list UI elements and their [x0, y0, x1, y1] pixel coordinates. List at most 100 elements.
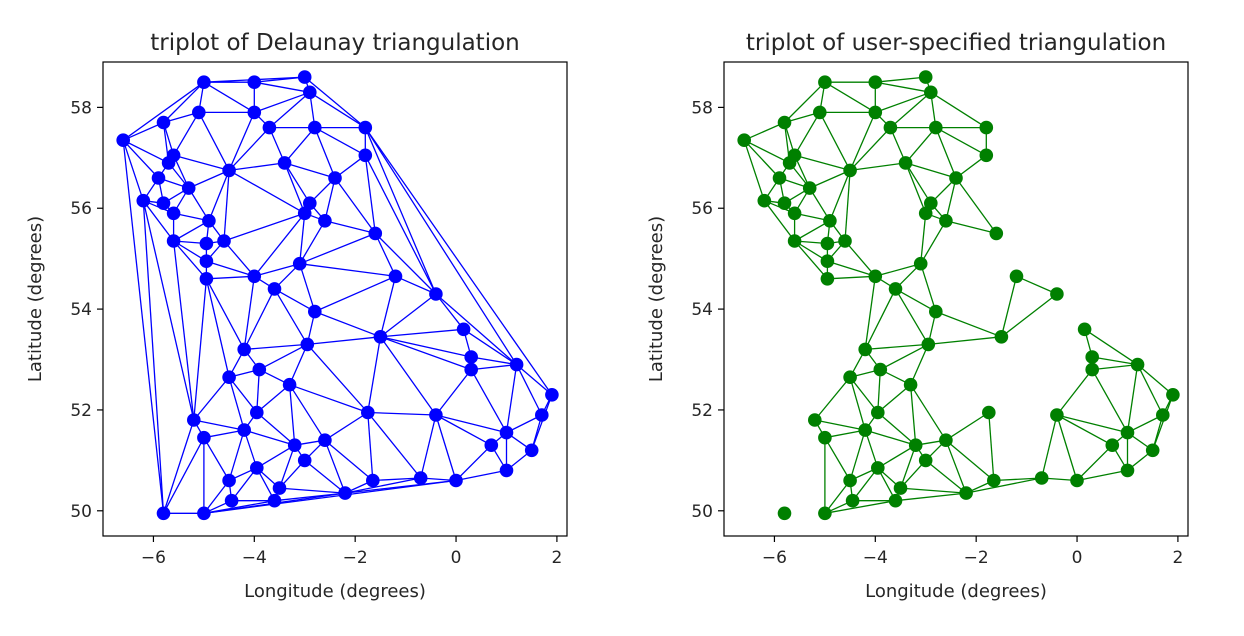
triangle-edge	[889, 91, 932, 129]
data-point	[247, 75, 262, 89]
data-point	[1166, 388, 1180, 402]
data-point	[368, 226, 383, 241]
triangle-edge	[324, 411, 369, 441]
triangle-edge	[455, 469, 507, 482]
triangle-edge	[852, 467, 879, 502]
triangle-edge	[122, 139, 159, 179]
data-point	[1120, 425, 1135, 440]
data-point	[252, 362, 267, 377]
triangle-edge	[899, 444, 917, 489]
data-points	[737, 70, 1180, 521]
triangle-edge	[824, 429, 866, 439]
triangle-edge	[228, 112, 255, 171]
triangle-edge	[268, 91, 311, 129]
triangle-edge	[334, 177, 376, 234]
triangle-edge	[905, 162, 957, 179]
y-tick-label: 56	[70, 199, 92, 219]
triangle-edge	[1000, 276, 1018, 337]
data-point	[464, 350, 479, 364]
triangle-edge	[864, 276, 876, 350]
triangle-edge	[314, 127, 336, 179]
triangle-edge	[435, 369, 472, 416]
triangle-edge	[935, 127, 957, 179]
triangle-edge	[865, 429, 916, 446]
data-point	[303, 85, 317, 100]
y-tick-label: 54	[691, 300, 713, 320]
triangle-edge	[380, 336, 472, 358]
data-point	[777, 115, 792, 130]
triangle-edge	[763, 200, 796, 242]
triangle-edge	[299, 263, 396, 277]
data-point	[924, 196, 938, 210]
data-point	[893, 481, 908, 495]
data-point	[358, 120, 373, 135]
triangle-edge	[256, 384, 291, 413]
data-point	[366, 473, 380, 488]
triangle-edge	[142, 200, 165, 514]
data-point	[1034, 471, 1049, 485]
triangle-edge	[743, 121, 785, 141]
data-point	[197, 75, 211, 89]
data-point	[820, 272, 835, 286]
triangle-edge	[824, 500, 896, 514]
x-tick-label: −2	[343, 548, 368, 568]
triangle-edge	[516, 364, 543, 416]
triangle-edge	[374, 233, 397, 277]
data-point	[979, 120, 994, 135]
triangle-edge	[122, 81, 205, 141]
data-point	[873, 362, 888, 377]
data-point	[845, 493, 860, 508]
data-point	[297, 206, 312, 221]
data-point	[918, 206, 933, 221]
triangle-edge	[849, 127, 891, 171]
data-point	[166, 234, 181, 248]
data-point	[262, 120, 277, 135]
triangle-edge	[244, 343, 308, 351]
triangle-edge	[877, 412, 917, 446]
x-tick-label: 2	[551, 548, 562, 568]
y-tick-label: 56	[691, 199, 713, 219]
triangle-edge	[900, 487, 967, 494]
triangle-edge	[945, 439, 995, 481]
triangle-edge	[205, 278, 245, 350]
axes-frame	[723, 61, 1189, 537]
data-point	[151, 171, 166, 185]
data-point	[820, 236, 835, 251]
triangle-edge	[273, 288, 308, 345]
data-point	[247, 269, 262, 284]
y-axis-label: Latitude (degrees)	[25, 216, 46, 382]
data-point	[267, 282, 282, 296]
data-point	[994, 330, 1009, 344]
data-point	[898, 156, 913, 170]
data-point	[338, 486, 352, 500]
data-point	[509, 357, 524, 372]
data-point	[499, 425, 514, 440]
data-point	[818, 430, 832, 445]
triangle-edge	[304, 76, 366, 129]
data-point	[181, 181, 196, 195]
data-point	[156, 115, 171, 130]
x-axis-label: Longitude (degrees)	[244, 581, 426, 602]
triangle-edge	[324, 177, 336, 221]
triangle-edge	[471, 363, 517, 371]
triangle-edge	[864, 288, 897, 350]
data-point	[843, 473, 857, 488]
data-point	[777, 196, 792, 210]
data-point	[818, 506, 832, 521]
data-point	[871, 405, 885, 420]
triangle-edge	[1152, 394, 1174, 451]
triangle-edge	[188, 169, 230, 189]
triangle-edge	[122, 121, 164, 141]
triangle-edge	[743, 139, 780, 179]
axes-frame	[102, 61, 568, 537]
triangle-edge	[228, 127, 270, 171]
triangle-edge	[203, 480, 230, 514]
data-point	[802, 181, 817, 195]
triangle-edge	[844, 240, 876, 277]
triangle-edge	[162, 437, 205, 514]
data-point	[1085, 350, 1099, 364]
data-point	[924, 85, 938, 100]
x-tick-label: −4	[863, 548, 888, 568]
triangle-edge	[470, 369, 508, 433]
data-point	[116, 133, 130, 147]
